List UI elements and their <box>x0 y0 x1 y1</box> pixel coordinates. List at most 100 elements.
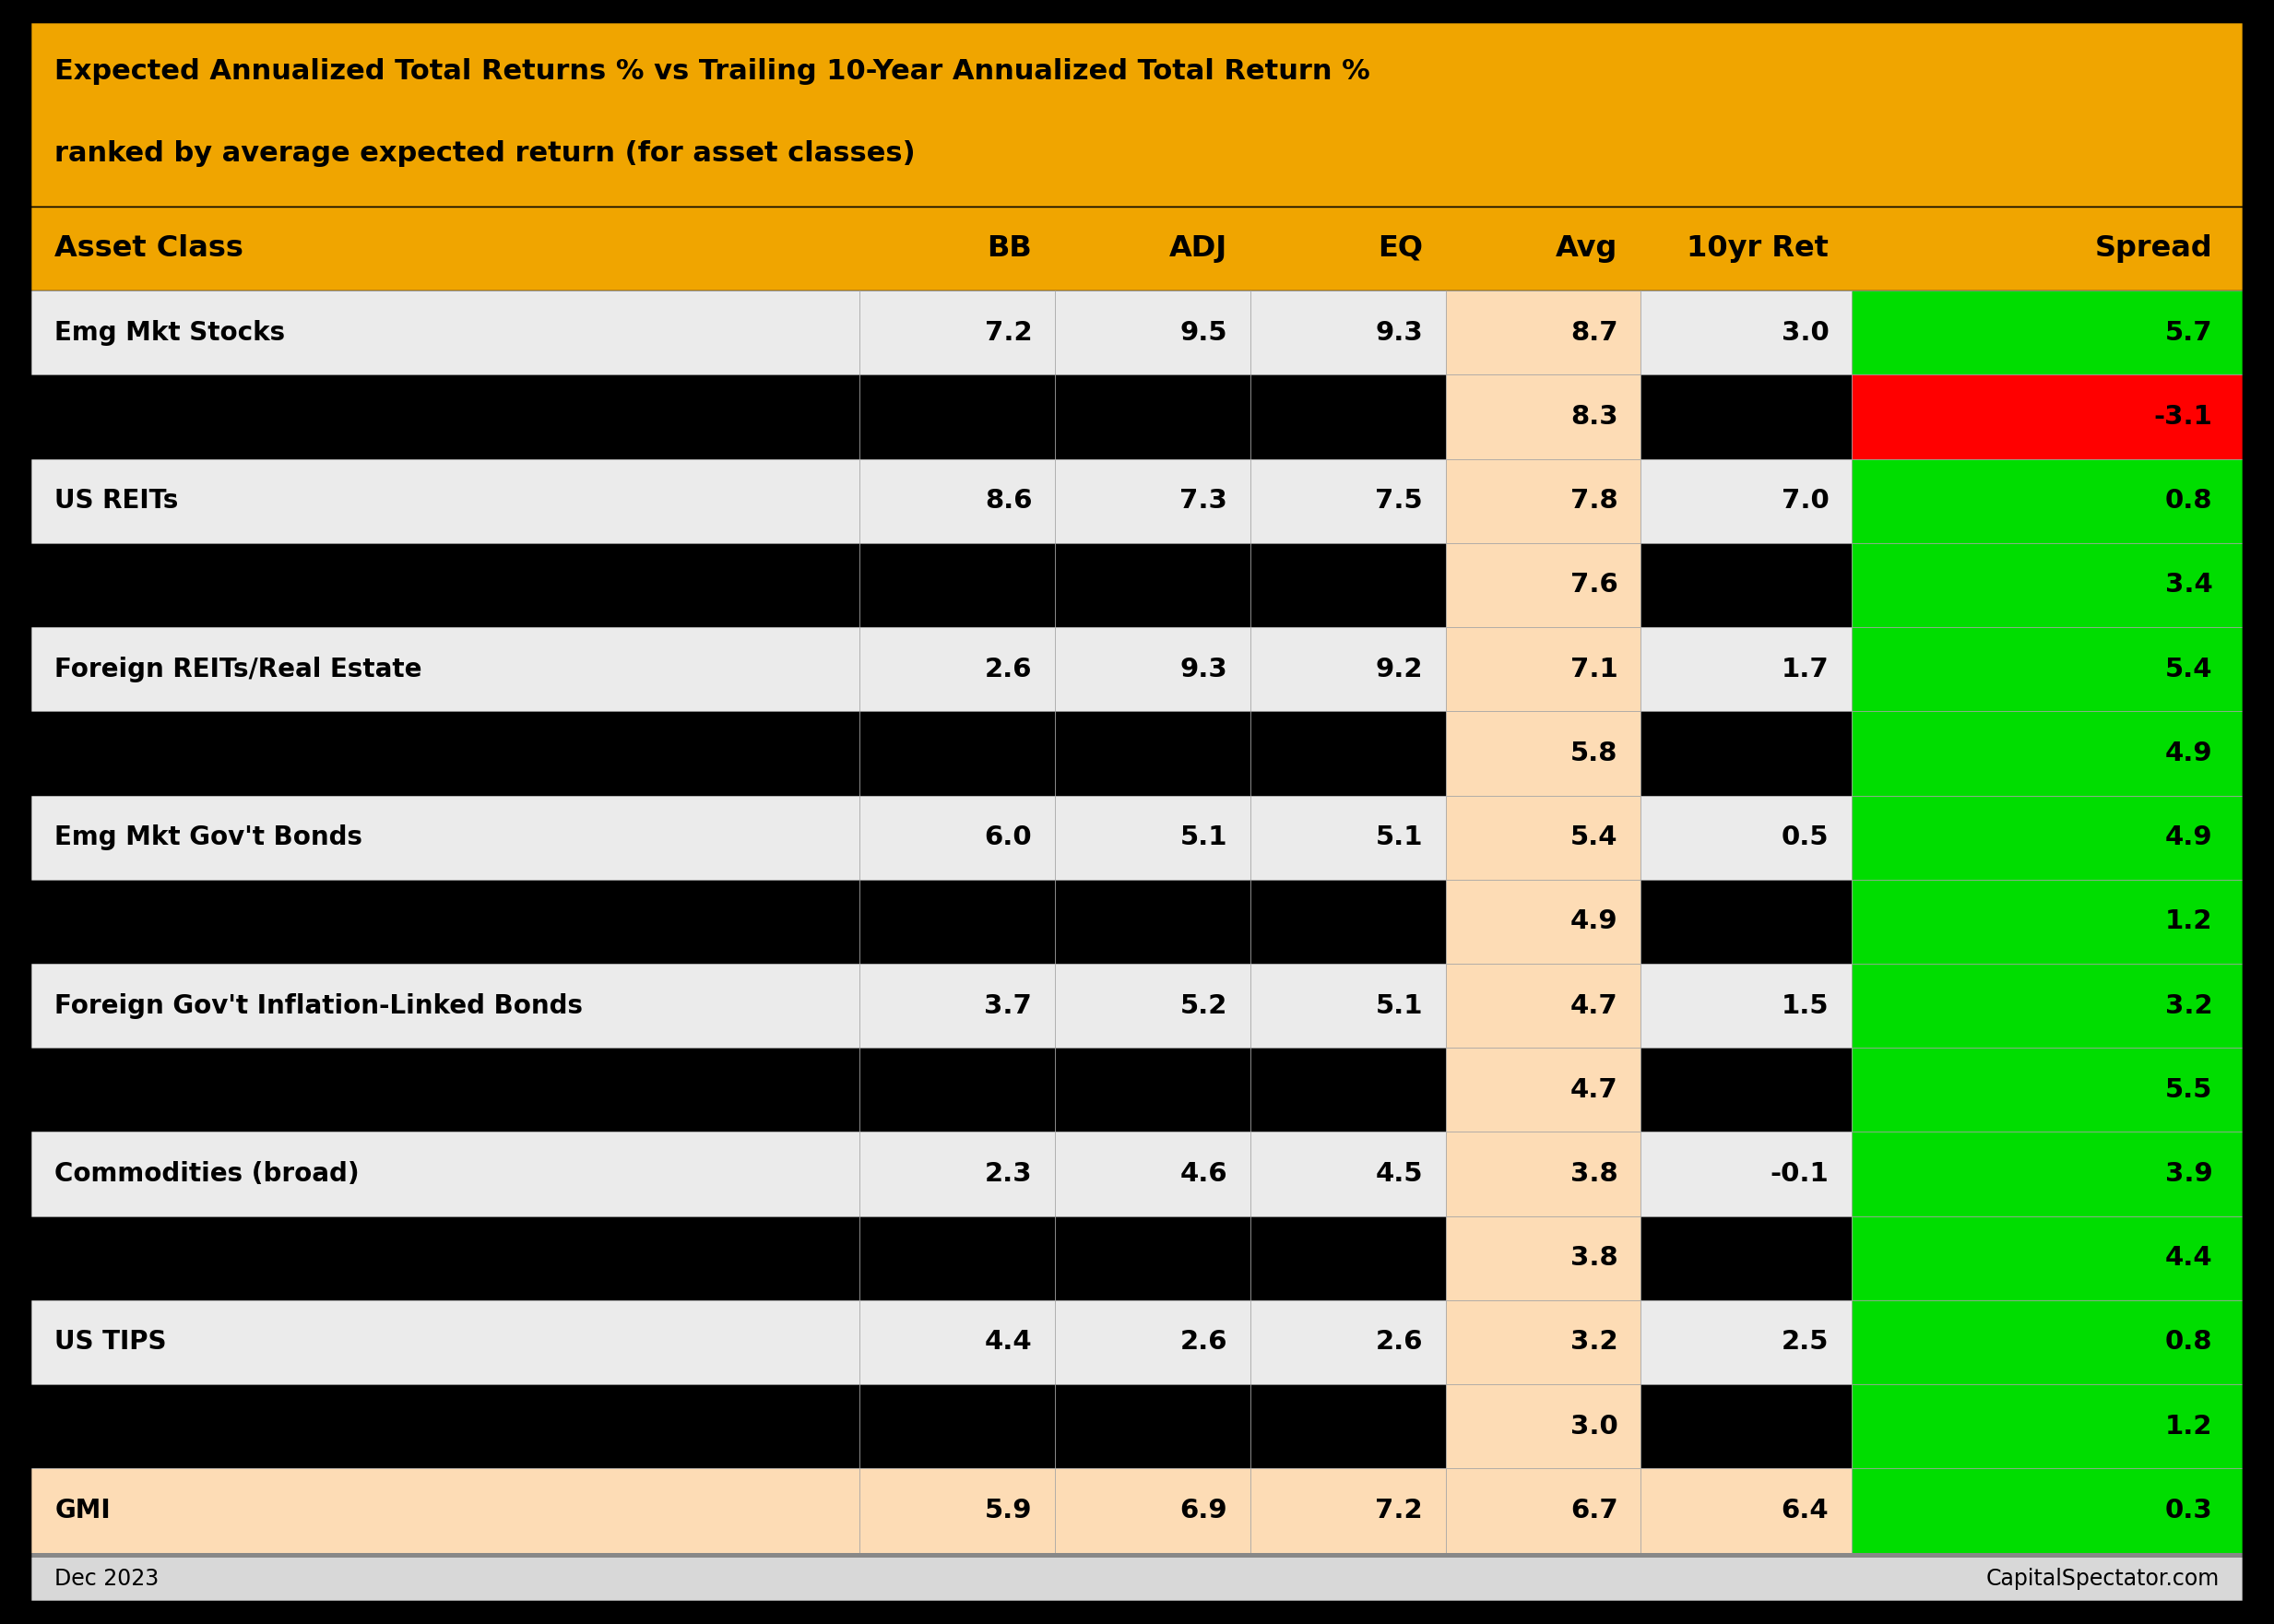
FancyBboxPatch shape <box>1251 1216 1446 1301</box>
Text: 4.6: 4.6 <box>1180 1161 1228 1187</box>
FancyBboxPatch shape <box>860 1384 1055 1468</box>
Text: 5.4: 5.4 <box>2165 656 2213 682</box>
Text: 10yr Ret: 10yr Ret <box>1687 234 1828 263</box>
Text: 4.9: 4.9 <box>2165 825 2213 851</box>
FancyBboxPatch shape <box>860 963 1055 1047</box>
FancyBboxPatch shape <box>860 460 1055 542</box>
Text: Spread: Spread <box>2094 234 2213 263</box>
FancyBboxPatch shape <box>1251 796 1446 880</box>
FancyBboxPatch shape <box>1642 1216 1851 1301</box>
FancyBboxPatch shape <box>1251 1301 1446 1384</box>
Text: Emg Mkt Gov't Bonds: Emg Mkt Gov't Bonds <box>55 825 362 851</box>
Text: 3.8: 3.8 <box>1571 1246 1619 1272</box>
FancyBboxPatch shape <box>1446 460 1642 542</box>
FancyBboxPatch shape <box>1446 1384 1642 1468</box>
FancyBboxPatch shape <box>1055 1047 1251 1132</box>
Text: CapitalSpectator.com: CapitalSpectator.com <box>1985 1567 2219 1590</box>
Text: 4.9: 4.9 <box>2165 741 2213 767</box>
FancyBboxPatch shape <box>27 542 860 627</box>
Text: 5.1: 5.1 <box>1376 992 1424 1018</box>
FancyBboxPatch shape <box>1446 880 1642 963</box>
Text: 5.1: 5.1 <box>1180 825 1228 851</box>
FancyBboxPatch shape <box>1446 1132 1642 1216</box>
Text: Commodities (broad): Commodities (broad) <box>55 1161 359 1187</box>
FancyBboxPatch shape <box>1055 542 1251 627</box>
Text: -0.1: -0.1 <box>1769 1161 1828 1187</box>
FancyBboxPatch shape <box>1251 711 1446 796</box>
Text: Asset Class: Asset Class <box>55 234 243 263</box>
Text: 3.2: 3.2 <box>2165 992 2213 1018</box>
Text: 5.7: 5.7 <box>2165 320 2213 346</box>
FancyBboxPatch shape <box>1851 1047 2247 1132</box>
Text: 0.3: 0.3 <box>2165 1497 2213 1523</box>
FancyBboxPatch shape <box>860 291 1055 375</box>
FancyBboxPatch shape <box>1446 963 1642 1047</box>
FancyBboxPatch shape <box>1642 542 1851 627</box>
Text: ranked by average expected return (for asset classes): ranked by average expected return (for a… <box>55 141 916 167</box>
Text: EQ: EQ <box>1378 234 1424 263</box>
FancyBboxPatch shape <box>860 796 1055 880</box>
FancyBboxPatch shape <box>27 1468 860 1553</box>
FancyBboxPatch shape <box>860 1216 1055 1301</box>
FancyBboxPatch shape <box>1251 1384 1446 1468</box>
Text: Emg Mkt Stocks: Emg Mkt Stocks <box>55 320 284 346</box>
FancyBboxPatch shape <box>1251 460 1446 542</box>
FancyBboxPatch shape <box>27 19 2247 206</box>
Text: 8.7: 8.7 <box>1571 320 1619 346</box>
FancyBboxPatch shape <box>1446 1047 1642 1132</box>
Text: 0.8: 0.8 <box>2165 489 2213 513</box>
Text: 4.4: 4.4 <box>2165 1246 2213 1272</box>
FancyBboxPatch shape <box>1446 796 1642 880</box>
Text: 3.0: 3.0 <box>1571 1413 1619 1439</box>
Text: 7.6: 7.6 <box>1571 572 1619 598</box>
FancyBboxPatch shape <box>1851 291 2247 375</box>
FancyBboxPatch shape <box>27 291 860 375</box>
Text: Avg: Avg <box>1555 234 1619 263</box>
Text: ADJ: ADJ <box>1169 234 1228 263</box>
Text: 9.3: 9.3 <box>1180 656 1228 682</box>
FancyBboxPatch shape <box>860 627 1055 711</box>
FancyBboxPatch shape <box>860 542 1055 627</box>
Text: GMI: GMI <box>55 1497 111 1523</box>
FancyBboxPatch shape <box>1642 1301 1851 1384</box>
FancyBboxPatch shape <box>1642 291 1851 375</box>
Text: 7.2: 7.2 <box>1376 1497 1424 1523</box>
FancyBboxPatch shape <box>1251 880 1446 963</box>
FancyBboxPatch shape <box>860 1047 1055 1132</box>
FancyBboxPatch shape <box>27 1047 860 1132</box>
FancyBboxPatch shape <box>1851 1132 2247 1216</box>
FancyBboxPatch shape <box>1851 1301 2247 1384</box>
FancyBboxPatch shape <box>1251 375 1446 460</box>
Text: 4.7: 4.7 <box>1571 1077 1619 1103</box>
FancyBboxPatch shape <box>1055 963 1251 1047</box>
FancyBboxPatch shape <box>1851 796 2247 880</box>
Text: 1.7: 1.7 <box>1781 656 1828 682</box>
Text: 2.3: 2.3 <box>985 1161 1032 1187</box>
FancyBboxPatch shape <box>1642 796 1851 880</box>
Text: 2.5: 2.5 <box>1781 1330 1828 1354</box>
FancyBboxPatch shape <box>1642 711 1851 796</box>
FancyBboxPatch shape <box>1446 375 1642 460</box>
FancyBboxPatch shape <box>1642 963 1851 1047</box>
Text: 2.6: 2.6 <box>985 656 1032 682</box>
Text: US TIPS: US TIPS <box>55 1330 166 1354</box>
FancyBboxPatch shape <box>1251 291 1446 375</box>
FancyBboxPatch shape <box>27 963 860 1047</box>
Text: 8.6: 8.6 <box>985 489 1032 513</box>
Text: 7.3: 7.3 <box>1180 489 1228 513</box>
FancyBboxPatch shape <box>1251 963 1446 1047</box>
FancyBboxPatch shape <box>860 375 1055 460</box>
Text: 4.9: 4.9 <box>1571 909 1619 934</box>
Text: 2.6: 2.6 <box>1376 1330 1424 1354</box>
Text: 5.8: 5.8 <box>1571 741 1619 767</box>
Text: 3.7: 3.7 <box>985 992 1032 1018</box>
FancyBboxPatch shape <box>1251 1047 1446 1132</box>
Text: 9.5: 9.5 <box>1180 320 1228 346</box>
Text: 4.5: 4.5 <box>1376 1161 1424 1187</box>
Text: 7.8: 7.8 <box>1571 489 1619 513</box>
FancyBboxPatch shape <box>1055 1132 1251 1216</box>
FancyBboxPatch shape <box>1851 1384 2247 1468</box>
FancyBboxPatch shape <box>1055 460 1251 542</box>
FancyBboxPatch shape <box>1642 460 1851 542</box>
FancyBboxPatch shape <box>1851 880 2247 963</box>
